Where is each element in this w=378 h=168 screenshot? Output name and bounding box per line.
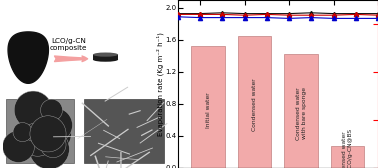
Text: Initial water: Initial water [206, 92, 211, 128]
Bar [331, 146, 364, 168]
Y-axis label: Evaporation rate (Kg m⁻² h⁻¹): Evaporation rate (Kg m⁻² h⁻¹) [156, 32, 164, 136]
Polygon shape [8, 32, 48, 83]
Circle shape [39, 108, 73, 142]
Circle shape [40, 99, 62, 121]
Circle shape [20, 121, 34, 136]
Text: LCO/g-CN
composite: LCO/g-CN composite [50, 38, 87, 51]
Text: Condensed water
with LCO/g-CN@BS: Condensed water with LCO/g-CN@BS [342, 129, 353, 168]
Circle shape [13, 122, 32, 142]
Ellipse shape [93, 52, 118, 57]
Text: Condensed water: Condensed water [252, 78, 257, 131]
Polygon shape [84, 99, 164, 163]
Ellipse shape [93, 57, 118, 62]
Circle shape [3, 131, 34, 162]
Circle shape [30, 116, 66, 152]
Circle shape [44, 110, 60, 127]
Circle shape [40, 132, 66, 158]
Circle shape [25, 123, 43, 141]
Text: Condensed water
with bare sponge: Condensed water with bare sponge [296, 87, 307, 140]
Circle shape [18, 117, 57, 156]
Polygon shape [93, 55, 118, 60]
Circle shape [34, 104, 59, 129]
Bar [284, 54, 318, 168]
Bar [238, 36, 271, 168]
Circle shape [29, 129, 70, 168]
Circle shape [34, 115, 71, 152]
Circle shape [14, 91, 52, 129]
Bar [191, 46, 225, 168]
Polygon shape [6, 99, 74, 163]
